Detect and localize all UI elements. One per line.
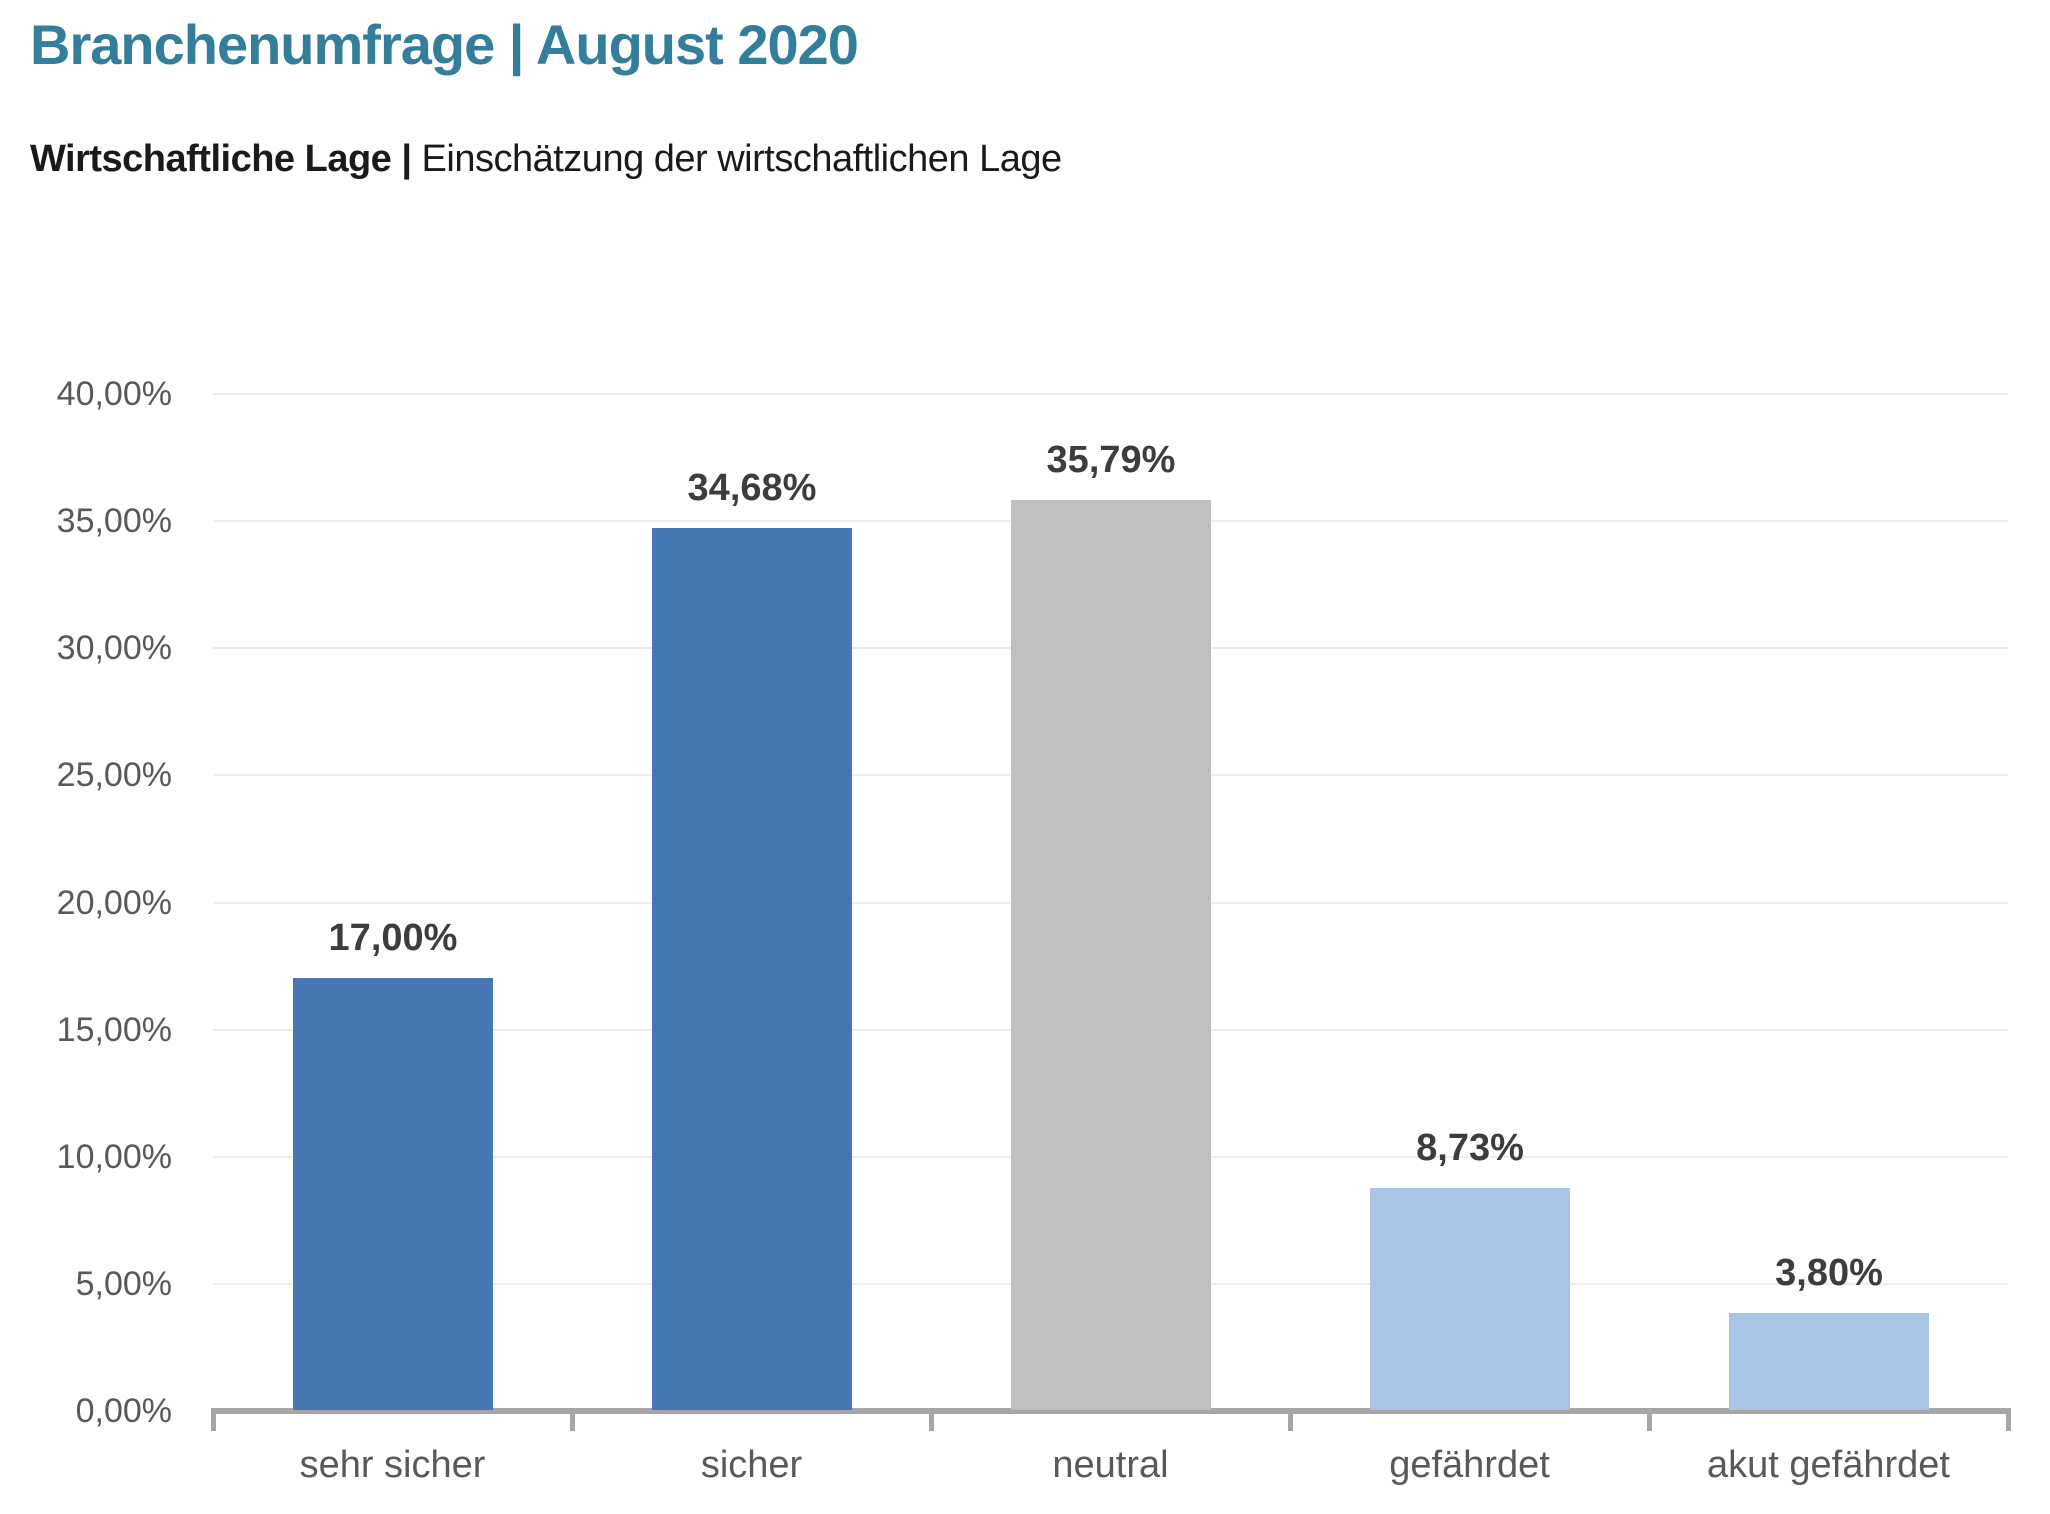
y-axis-tick-label: 15,00%	[56, 1011, 172, 1049]
bar-value-label: 17,00%	[328, 917, 458, 959]
y-axis-tick-label: 30,00%	[56, 629, 172, 667]
bar-value-label: 34,68%	[687, 467, 817, 509]
x-axis-line	[213, 1408, 2008, 1414]
y-axis-tick-label: 25,00%	[56, 756, 172, 794]
chart-subtitle: Wirtschaftliche Lage | Einschätzung der …	[30, 138, 1062, 181]
bar-sehr-sicher	[293, 978, 493, 1410]
y-axis-tick-label: 10,00%	[56, 1138, 172, 1176]
bar-value-label: 8,73%	[1416, 1127, 1524, 1169]
y-axis-tick-label: 20,00%	[56, 884, 172, 922]
bar-value-label: 35,79%	[1046, 439, 1176, 481]
gridline	[213, 393, 2008, 395]
x-axis-label: akut gefährdet	[1707, 1444, 1950, 1486]
x-axis-tick	[1288, 1408, 1293, 1431]
x-axis-tick	[2006, 1408, 2011, 1431]
y-axis-tick-label: 0,00%	[75, 1392, 172, 1430]
x-axis-label: neutral	[1052, 1444, 1169, 1486]
x-axis-label: sehr sicher	[299, 1444, 486, 1486]
x-axis-label: sicher	[700, 1444, 803, 1486]
x-axis-tick	[570, 1408, 575, 1431]
page-title: Branchenumfrage | August 2020	[30, 13, 859, 76]
x-axis-tick	[1647, 1408, 1652, 1431]
bar-akut-gefahrdet	[1729, 1313, 1929, 1410]
y-axis-tick-label: 5,00%	[75, 1265, 172, 1303]
y-axis-tick-label: 40,00%	[56, 375, 172, 413]
bar-gefahrdet	[1370, 1188, 1570, 1410]
bar-neutral	[1011, 500, 1211, 1410]
x-axis-tick	[929, 1408, 934, 1431]
chart-subtitle-description: Einschätzung der wirtschaftlichen Lage	[411, 138, 1063, 180]
bar-value-label: 3,80%	[1775, 1252, 1883, 1294]
bar-sicher	[652, 528, 852, 1410]
y-axis-tick-label: 35,00%	[56, 502, 172, 540]
x-axis-label: gefährdet	[1389, 1444, 1550, 1486]
x-axis-tick	[211, 1408, 216, 1431]
chart-subtitle-section: Wirtschaftliche Lage |	[30, 138, 412, 180]
